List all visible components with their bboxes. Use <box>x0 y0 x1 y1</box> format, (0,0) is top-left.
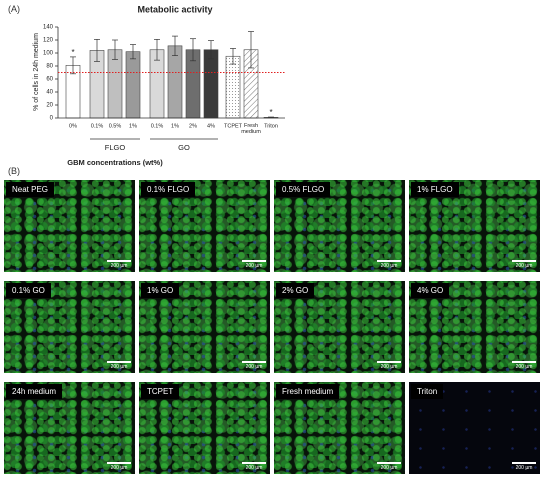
micrograph: 0.1% GO 200 µm <box>4 281 135 373</box>
x-tick-label: Triton <box>264 123 278 129</box>
micrograph: 1% FLGO 200 µm <box>409 180 540 272</box>
micrograph: Fresh medium 200 µm <box>274 382 405 474</box>
micrograph: 2% GO 200 µm <box>274 281 405 373</box>
micrograph: 1% GO 200 µm <box>139 281 270 373</box>
group-label: FLGO <box>105 143 126 152</box>
bar <box>203 49 219 119</box>
micrograph: Neat PEG 200 µm <box>4 180 135 272</box>
x-tick-label: 0.1% <box>91 123 104 129</box>
micrograph: TCPET 200 µm <box>139 382 270 474</box>
significance-marker: * <box>269 108 272 117</box>
micrograph: 0.5% FLGO 200 µm <box>274 180 405 272</box>
x-tick-label: 1% <box>129 123 137 129</box>
scale-bar: 200 µm <box>107 361 131 370</box>
micrograph: 4% GO 200 µm <box>409 281 540 373</box>
x-tick-label: Fresh medium <box>241 123 261 135</box>
scale-bar: 200 µm <box>107 260 131 269</box>
image-label: 24h medium <box>6 384 63 399</box>
scale-bar: 200 µm <box>377 462 401 471</box>
y-tick-label: 140 <box>43 25 54 31</box>
image-label: 1% GO <box>141 283 180 298</box>
y-tick-label: 120 <box>43 38 54 44</box>
panel-label: (A) <box>8 4 20 14</box>
scale-bar: 200 µm <box>512 462 536 471</box>
scale-bar: 200 µm <box>242 361 266 370</box>
scale-bar: 200 µm <box>377 361 401 370</box>
chart-title: Metabolic activity <box>137 4 212 14</box>
x-tick-label: 0.5% <box>109 123 122 129</box>
bar <box>167 45 183 119</box>
scale-bar: 200 µm <box>377 260 401 269</box>
image-label: 0.1% GO <box>6 283 51 298</box>
image-label: 2% GO <box>276 283 315 298</box>
x-tick-label: TCPET <box>224 123 243 129</box>
image-label: 0.5% FLGO <box>276 182 331 197</box>
scale-bar: 200 µm <box>512 260 536 269</box>
scale-bar: 200 µm <box>242 462 266 471</box>
x-tick-label: 0.1% <box>151 123 164 129</box>
y-tick-label: 100 <box>43 51 54 57</box>
scale-bar: 200 µm <box>242 260 266 269</box>
y-tick-label: 0 <box>50 116 54 122</box>
bar <box>107 49 123 119</box>
image-label: 0.1% FLGO <box>141 182 196 197</box>
x-tick-label: 4% <box>207 123 215 129</box>
group-label: GO <box>178 143 190 152</box>
panel-label: (B) <box>8 166 20 176</box>
bar <box>125 51 141 119</box>
y-tick-label: 60 <box>46 77 53 83</box>
image-label: Triton <box>411 384 444 399</box>
micrograph: 24h medium 200 µm <box>4 382 135 474</box>
scale-bar: 200 µm <box>512 361 536 370</box>
x-tick-label: 2% <box>189 123 197 129</box>
image-label: 1% FLGO <box>411 182 459 197</box>
bar <box>225 55 241 119</box>
y-axis-title: % of cells in 24h medium <box>33 33 40 111</box>
scale-bar: 200 µm <box>107 462 131 471</box>
significance-marker: * <box>71 48 74 57</box>
image-label: Neat PEG <box>6 182 55 197</box>
x-tick-label: 0% <box>69 123 77 129</box>
micrograph: Triton 200 µm <box>409 382 540 474</box>
micrograph: 0.1% FLGO 200 µm <box>139 180 270 272</box>
y-tick-label: 80 <box>46 64 53 70</box>
image-label: TCPET <box>141 384 180 399</box>
image-label: Fresh medium <box>276 384 340 399</box>
x-axis-title: GBM concentrations (wt%) <box>67 158 163 167</box>
chart: Metabolic activity % of cells in 24h med… <box>33 4 285 167</box>
image-label: 4% GO <box>411 283 450 298</box>
x-tick-label: 1% <box>171 123 179 129</box>
y-tick-label: 40 <box>46 90 53 96</box>
y-tick-label: 20 <box>46 103 53 109</box>
